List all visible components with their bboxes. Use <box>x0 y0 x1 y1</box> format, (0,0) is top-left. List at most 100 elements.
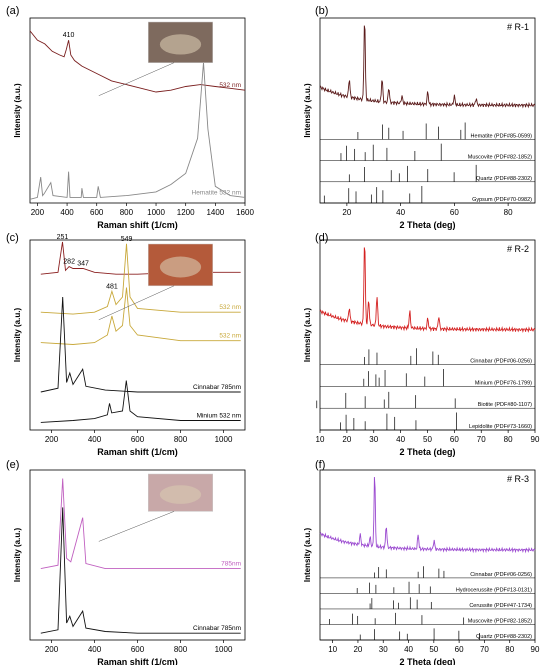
x-tick-label: 10 <box>316 435 325 444</box>
panel-a: (a) 200 400 600 800 1000 1200 1400 1600 Raman shi… <box>6 5 254 230</box>
inset-photo-detail <box>159 34 202 55</box>
series-label: 532 nm <box>219 333 241 340</box>
x-tick-label: 1000 <box>215 435 233 444</box>
x-tick-label: 600 <box>131 645 145 654</box>
series-line <box>40 287 241 345</box>
series-line <box>29 30 246 93</box>
x-axis-label: 2 Theta (deg) <box>399 447 455 457</box>
x-tick-label: 70 <box>480 645 489 654</box>
panel-label: (b) <box>315 5 328 17</box>
x-tick-label: 800 <box>120 208 134 217</box>
reference-label: Quartz (PDF#88-2302) <box>476 176 532 182</box>
reference-label: Gypsum (PDF#70-0982) <box>472 197 532 203</box>
x-tick-label: 60 <box>455 645 464 654</box>
reference-label: Cinnabar (PDF#06-0256) <box>470 359 532 365</box>
y-axis-label: Intensity (a.u.) <box>303 528 312 583</box>
x-tick-label: 200 <box>31 208 45 217</box>
xrd-pattern <box>319 476 536 554</box>
x-tick-label: 200 <box>45 645 59 654</box>
x-tick-label: 800 <box>174 645 188 654</box>
reference-label: Muscovite (PDF#82-1852) <box>468 155 532 161</box>
x-axis-label: Raman shift (1/cm) <box>97 447 178 457</box>
reference-label: Cinnabar (PDF#06-0256) <box>470 572 532 578</box>
inset-pointer <box>98 62 175 96</box>
panel-c: (c) 200 400 600 800 1000 Raman shift (1/cm) Int… <box>6 232 246 457</box>
y-axis-label: Intensity (a.u.) <box>303 308 312 363</box>
x-axis-label: 2 Theta (deg) <box>399 220 455 230</box>
sample-label: # R-2 <box>507 244 529 254</box>
reference-label: Cerussite (PDF#47-1734) <box>469 603 532 609</box>
series-label: Cinnabar 785nm <box>193 384 241 391</box>
x-tick-label: 80 <box>504 208 513 217</box>
series-label: Minium 532 nm <box>197 413 241 420</box>
x-axis-label: Raman shift (1/cm) <box>97 657 178 665</box>
y-axis-label: Intensity (a.u.) <box>303 83 312 138</box>
series-label: Hematite 532 nm <box>192 189 242 196</box>
panel-b: (b) 20 40 60 80 2 Theta (deg) Intensity (a.u.)… <box>303 5 536 230</box>
reference-label: Minium (PDF#76-1799) <box>475 380 532 386</box>
x-tick-label: 50 <box>423 435 432 444</box>
x-tick-label: 1400 <box>206 208 224 217</box>
x-tick-label: 400 <box>60 208 74 217</box>
x-tick-label: 20 <box>342 435 351 444</box>
xrd-pattern <box>319 25 536 109</box>
inset-photo-detail <box>159 256 202 278</box>
x-tick-label: 1200 <box>177 208 195 217</box>
panel-label: (e) <box>6 459 19 471</box>
peak-label: 251 <box>57 234 69 241</box>
panel-label: (a) <box>6 5 19 17</box>
x-tick-label: 70 <box>477 435 486 444</box>
y-axis-label: Intensity (a.u.) <box>13 308 22 363</box>
reference-label: Quartz (PDF#88-2302) <box>476 634 532 640</box>
reference-label: Hydrocerussite (PDF#13-0131) <box>456 587 532 593</box>
panel-e: (e) 200 400 600 800 1000 Raman shift (1/cm) Int… <box>6 459 246 665</box>
reference-label: Muscovite (PDF#82-1852) <box>468 618 532 624</box>
x-axis-label: Raman shift (1/cm) <box>97 220 178 230</box>
panel-label: (d) <box>315 232 328 244</box>
x-tick-label: 80 <box>505 645 514 654</box>
panel-label: (c) <box>6 232 19 244</box>
inset-pointer <box>98 511 175 542</box>
panel-d: (d) 10 20 30 40 50 60 70 80 90 2 Theta (deg) Intens… <box>303 232 540 457</box>
peak-label: 481 <box>106 283 118 290</box>
x-tick-label: 60 <box>450 208 459 217</box>
x-tick-label: 1600 <box>236 208 254 217</box>
x-tick-label: 40 <box>396 435 405 444</box>
series-line <box>40 507 241 634</box>
series-label: Cinnabar 785nm <box>193 625 241 632</box>
series-line <box>40 243 241 315</box>
reference-label: Biotite (PDF#80-1107) <box>478 402 532 408</box>
x-tick-label: 90 <box>531 645 540 654</box>
x-tick-label: 40 <box>404 645 413 654</box>
x-tick-label: 50 <box>429 645 438 654</box>
x-tick-label: 30 <box>369 435 378 444</box>
sample-label: # R-1 <box>507 22 529 32</box>
plot-frame <box>29 17 246 204</box>
series-label: 785nm <box>221 561 241 568</box>
x-tick-label: 1000 <box>215 645 233 654</box>
reference-label: Hematite (PDF#85-0599) <box>471 133 533 139</box>
panel-f: (f) 10 20 30 40 50 60 70 80 90 2 Theta (deg) Intens… <box>303 459 540 665</box>
x-tick-label: 20 <box>342 208 351 217</box>
x-tick-label: 400 <box>88 435 102 444</box>
peak-label: 410 <box>63 32 75 39</box>
x-tick-label: 600 <box>131 435 145 444</box>
panel-label: (f) <box>315 459 325 471</box>
peak-label: 282 <box>63 259 75 266</box>
x-tick-label: 1000 <box>147 208 165 217</box>
x-tick-label: 600 <box>90 208 104 217</box>
x-axis-label: 2 Theta (deg) <box>399 657 455 665</box>
x-tick-label: 60 <box>450 435 459 444</box>
series-label: 532 nm <box>219 304 241 311</box>
x-tick-label: 800 <box>174 435 188 444</box>
x-tick-label: 10 <box>328 645 337 654</box>
reference-label: Lepidolite (PDF#73-1660) <box>469 424 532 430</box>
x-tick-label: 90 <box>531 435 540 444</box>
x-tick-label: 20 <box>353 645 362 654</box>
inset-photo-detail <box>159 485 202 504</box>
x-tick-label: 40 <box>396 208 405 217</box>
series-line <box>29 62 246 200</box>
x-tick-label: 200 <box>45 435 59 444</box>
peak-label: 549 <box>121 236 133 243</box>
series-line <box>40 380 241 423</box>
